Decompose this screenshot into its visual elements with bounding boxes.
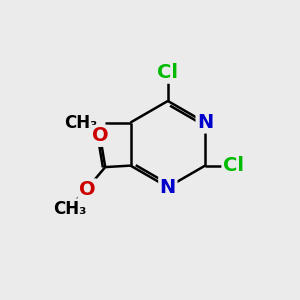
- Text: CH₃: CH₃: [64, 113, 98, 131]
- Text: Cl: Cl: [157, 63, 178, 82]
- Text: N: N: [160, 178, 176, 197]
- Text: CH₃: CH₃: [53, 200, 86, 218]
- Text: O: O: [92, 126, 109, 146]
- Text: O: O: [79, 180, 96, 199]
- Text: N: N: [197, 113, 213, 132]
- Text: Cl: Cl: [223, 156, 244, 175]
